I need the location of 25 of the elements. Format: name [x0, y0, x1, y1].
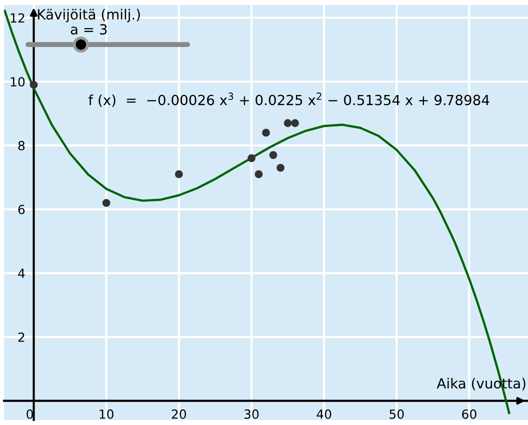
y-tick-label: 8 — [18, 140, 25, 150]
point — [276, 164, 284, 172]
x-tick-label: 60 — [462, 409, 476, 419]
x-tick-label: 20 — [172, 409, 186, 419]
point — [284, 119, 292, 128]
point — [174, 170, 183, 178]
y-axis-title: Kävijöitä (milj.) — [38, 8, 140, 22]
y-tick-label: 10 — [10, 77, 25, 87]
point — [102, 198, 110, 207]
point — [30, 80, 38, 89]
point — [248, 154, 256, 162]
y-tick-label: 4 — [18, 268, 25, 278]
x-tick-label: 30 — [244, 409, 259, 419]
point — [291, 119, 299, 128]
point — [262, 128, 270, 137]
y-tick-label: 12 — [10, 13, 24, 23]
x-tick-label: 10 — [100, 409, 114, 419]
y-tick-label: 6 — [18, 204, 25, 214]
x-tick-label: 40 — [316, 409, 332, 419]
point — [254, 170, 263, 178]
point — [269, 151, 278, 159]
annotation: a = 3 — [70, 24, 107, 35]
x-tick-label: 50 — [390, 409, 404, 419]
y-tick-label: 2 — [18, 332, 24, 342]
annotation: f (x) = −0.00026 x$^{3}$ + 0.0225 x$^{2}$ − 0.51354 x + 9.78984 — [88, 92, 490, 107]
